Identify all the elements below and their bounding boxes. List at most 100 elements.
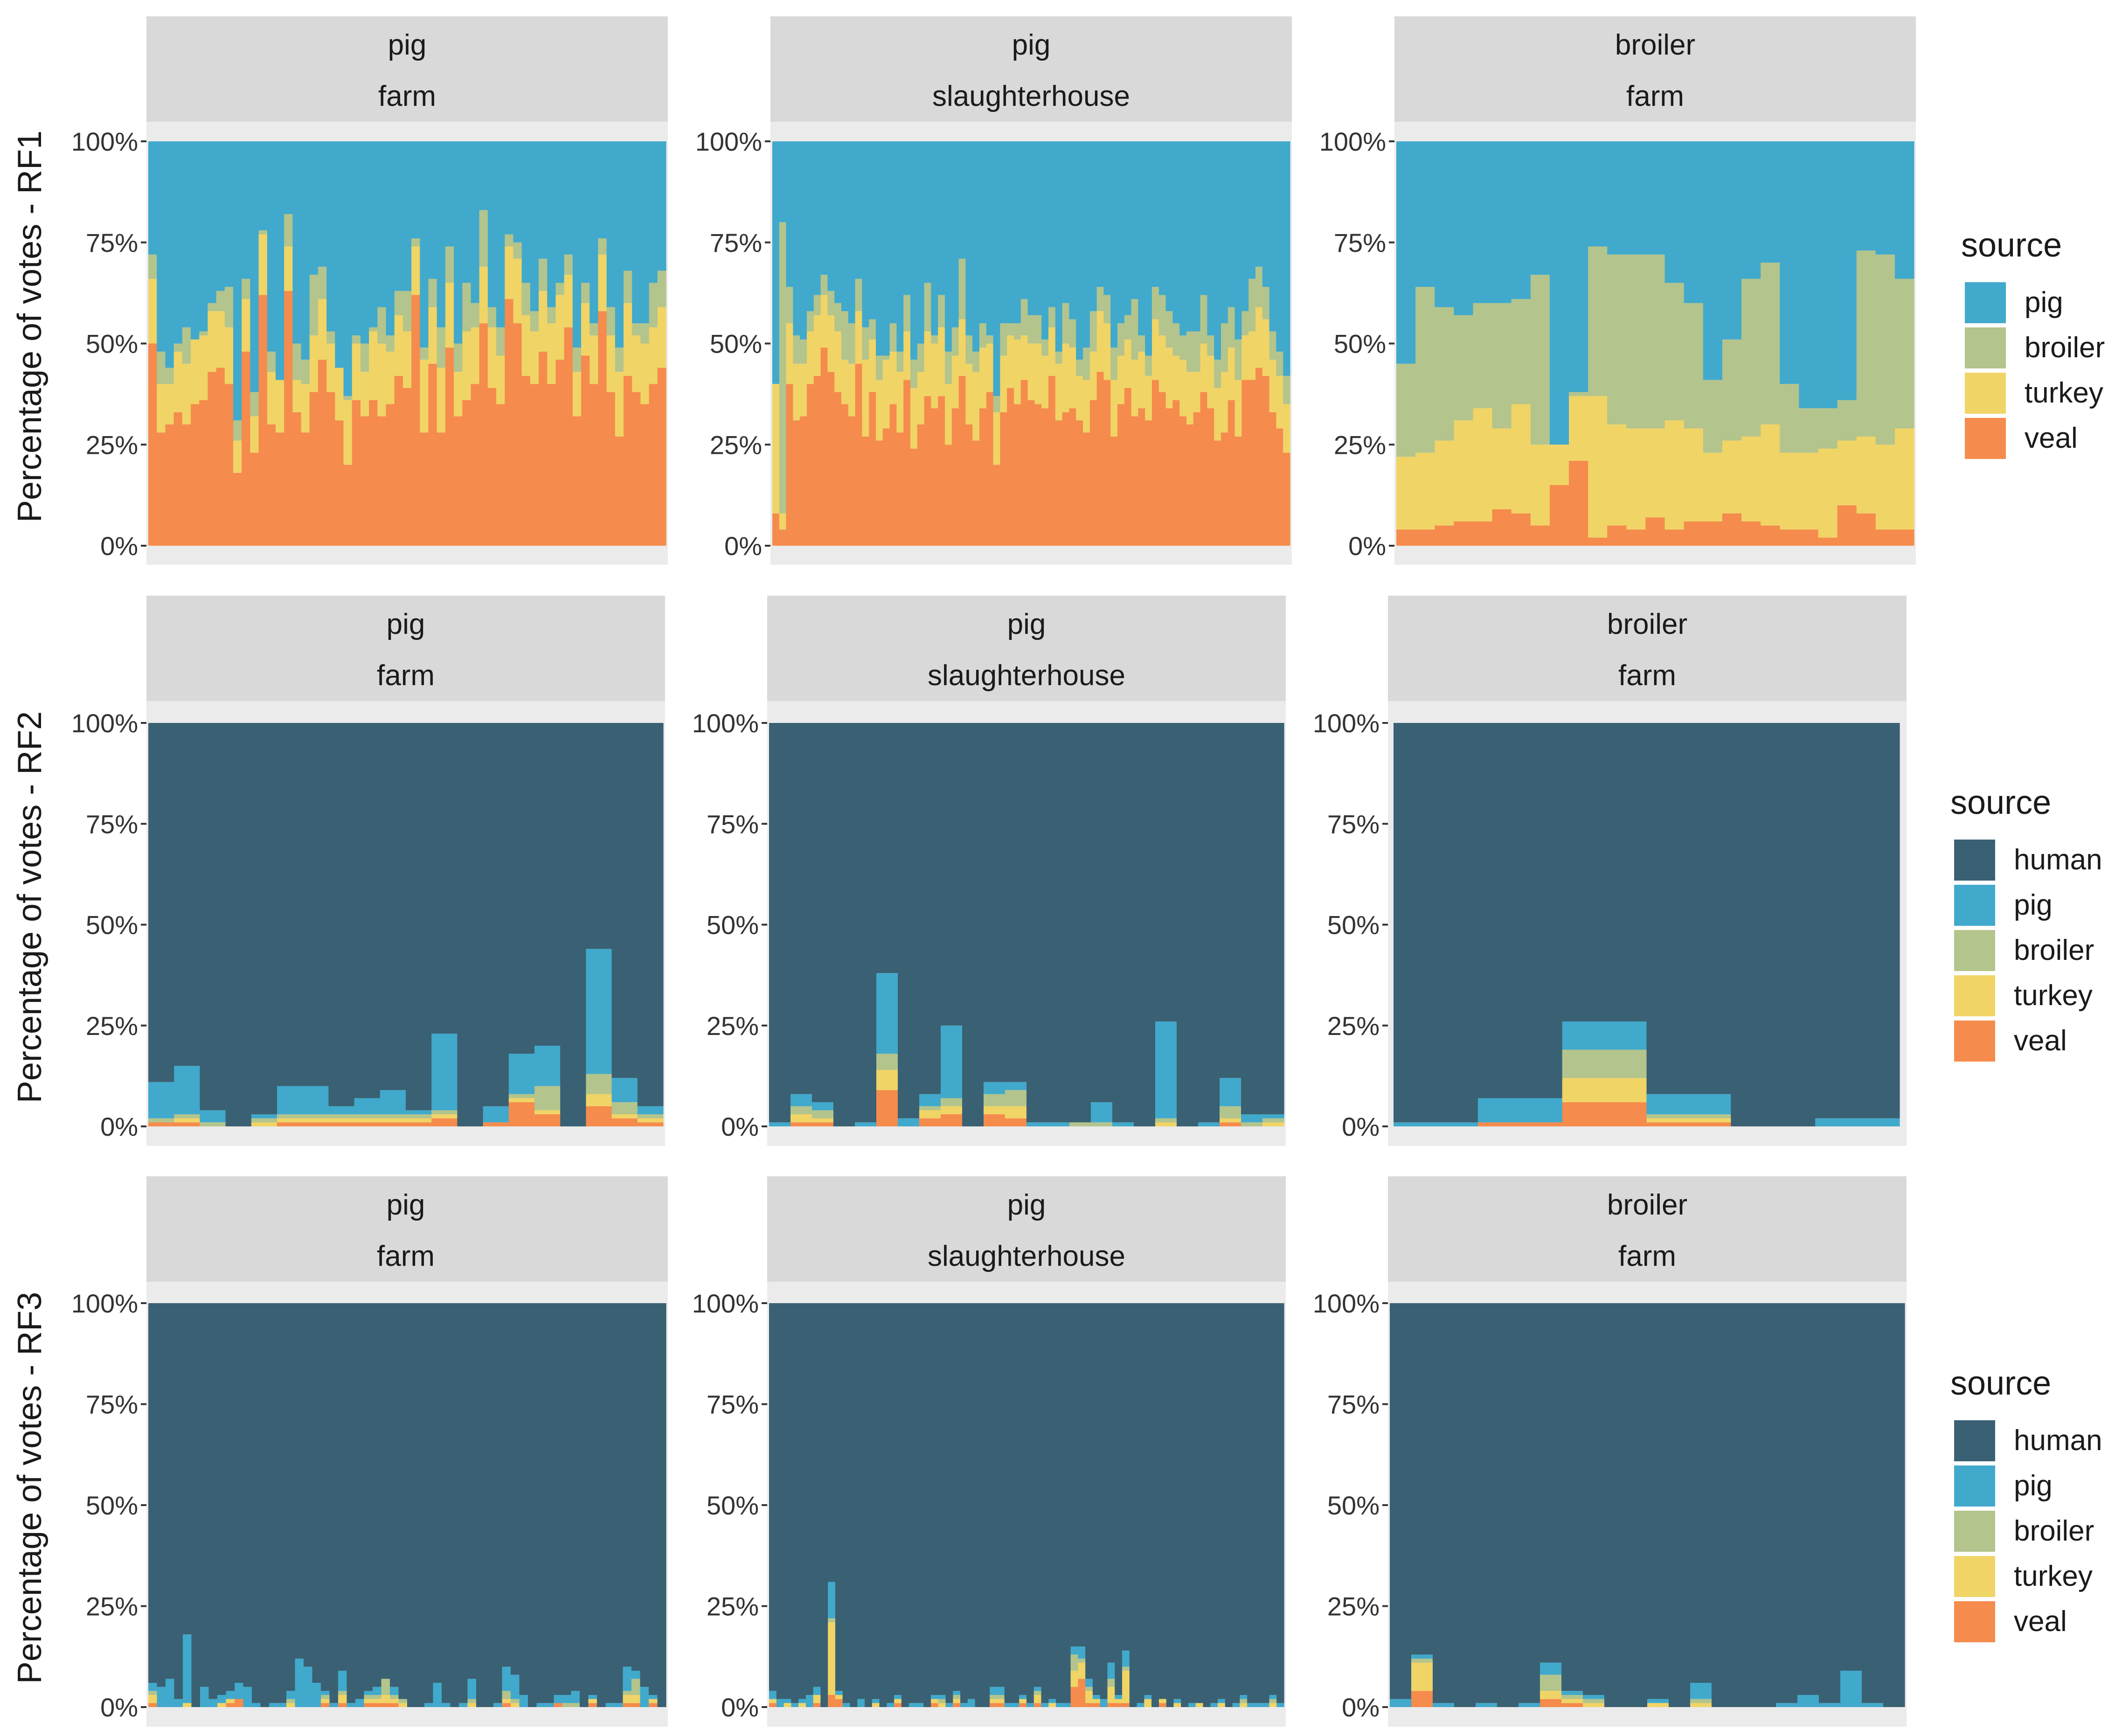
bar-segment-turkey xyxy=(986,343,994,392)
bar-segment-turkey xyxy=(930,1699,939,1703)
bar-segment-human xyxy=(571,1303,580,1691)
bar-segment-broiler xyxy=(301,360,310,384)
bar-segment-pig xyxy=(769,1122,791,1126)
bar-stack xyxy=(1070,1303,1078,1707)
bar-segment-human xyxy=(450,1303,459,1707)
bar-segment-human xyxy=(364,1303,373,1691)
bar-stack xyxy=(1856,141,1876,546)
bar-stack xyxy=(1069,723,1091,1126)
bar-segment-turkey xyxy=(919,1110,941,1118)
bar-segment-pig xyxy=(277,1086,303,1115)
bar-segment-turkey xyxy=(951,355,959,409)
bar-segment-pig xyxy=(598,141,607,239)
bar-segment-veal xyxy=(148,1122,174,1126)
bar-segment-pig xyxy=(303,1086,329,1115)
bar-segment-turkey xyxy=(377,343,387,417)
bar-stack xyxy=(1818,141,1838,546)
bar-stack xyxy=(1063,1303,1071,1707)
bar-segment-human xyxy=(842,1303,851,1703)
bar-segment-pig xyxy=(1240,1695,1248,1699)
bar-segment-pig xyxy=(990,1687,998,1695)
bar-segment-human xyxy=(784,1303,791,1699)
bar-stack xyxy=(967,1303,976,1707)
bar-segment-pig xyxy=(326,141,335,332)
bar-segment-human xyxy=(1690,1303,1712,1683)
bar-segment-veal xyxy=(402,388,412,546)
bar-segment-broiler xyxy=(286,1699,296,1703)
bar-segment-pig xyxy=(1103,141,1111,295)
bar-segment-veal xyxy=(373,1703,382,1707)
bar-segment-veal xyxy=(1435,525,1454,546)
legend-swatch-veal xyxy=(1954,1601,1995,1642)
bar-segment-human xyxy=(406,723,432,1111)
bar-stack xyxy=(793,141,800,546)
bar-stack xyxy=(834,141,842,546)
bar-stack xyxy=(165,141,174,546)
bar-segment-pig xyxy=(1262,141,1270,287)
bar-segment-turkey xyxy=(1894,428,1914,530)
bar-segment-human xyxy=(243,1303,252,1687)
bar-segment-pig xyxy=(1218,1699,1226,1703)
bar-segment-human xyxy=(1033,1303,1042,1687)
bar-segment-human xyxy=(191,1303,201,1707)
bar-stack xyxy=(931,141,938,546)
bar-segment-veal xyxy=(1078,1679,1086,1707)
bar-segment-turkey xyxy=(1647,1703,1669,1707)
bar-segment-turkey xyxy=(258,234,268,295)
bar-stack xyxy=(786,141,793,546)
bar-stack xyxy=(869,141,876,546)
bar-segment-turkey xyxy=(360,372,369,417)
bar-stack xyxy=(1117,141,1125,546)
bar-segment-veal xyxy=(224,384,234,546)
bar-segment-broiler xyxy=(398,1699,408,1703)
bar-stack xyxy=(1152,141,1159,546)
y-tick-label: 25% xyxy=(707,1011,759,1041)
bar-stack xyxy=(530,141,539,546)
bar-segment-pig xyxy=(394,141,403,291)
bar-segment-veal xyxy=(233,472,242,546)
bar-stack xyxy=(962,723,984,1126)
bar-segment-broiler xyxy=(965,335,973,364)
bar-segment-human xyxy=(1005,723,1027,1082)
bar-segment-pig xyxy=(269,1703,278,1707)
bar-segment-pig xyxy=(364,1691,373,1695)
bar-segment-veal xyxy=(235,1699,244,1707)
bar-stack xyxy=(1145,141,1152,546)
bar-segment-pig xyxy=(637,1106,664,1115)
bar-segment-turkey xyxy=(251,1122,277,1126)
bar-stack xyxy=(938,141,945,546)
bar-segment-pig xyxy=(869,141,876,319)
bar-segment-pig xyxy=(813,141,821,295)
bar-segment-pig xyxy=(1100,1699,1108,1707)
bar-segment-turkey xyxy=(1435,440,1454,526)
bar-segment-human xyxy=(1454,1303,1476,1707)
bar-segment-broiler xyxy=(615,347,624,372)
y-tick-label: 25% xyxy=(710,430,762,459)
bar-segment-turkey xyxy=(855,311,862,364)
bar-segment-pig xyxy=(360,141,369,344)
bar-segment-broiler xyxy=(173,343,183,352)
bar-segment-human xyxy=(1026,723,1048,1123)
bar-segment-veal xyxy=(487,388,497,546)
bar-segment-pig xyxy=(571,1691,580,1703)
bar-segment-turkey xyxy=(834,331,842,392)
bar-stack xyxy=(1151,1303,1159,1707)
bar-stack xyxy=(433,1303,442,1707)
bar-segment-human xyxy=(1240,1303,1248,1695)
bar-stack xyxy=(1435,141,1454,546)
bar-segment-veal xyxy=(1014,404,1021,546)
bar-segment-pig xyxy=(1070,1646,1078,1655)
bar-stack xyxy=(148,1303,158,1707)
bar-segment-veal xyxy=(979,408,987,546)
bar-segment-pig xyxy=(1247,1703,1255,1707)
bar-stack xyxy=(496,141,505,546)
bar-stack xyxy=(769,723,791,1126)
bar-segment-broiler xyxy=(242,278,250,299)
bar-segment-pig xyxy=(1220,1078,1241,1106)
bar-segment-veal xyxy=(1005,1118,1027,1126)
bar-segment-broiler xyxy=(321,1695,330,1699)
bar-segment-broiler xyxy=(1837,400,1857,441)
legend-swatch-turkey xyxy=(1965,373,2006,414)
bar-segment-turkey xyxy=(835,1695,843,1699)
bar-segment-pig xyxy=(632,141,641,324)
